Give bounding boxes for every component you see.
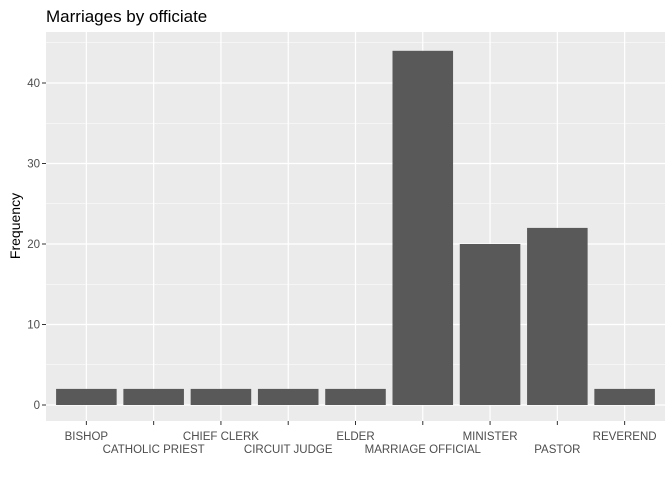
bar <box>325 388 386 405</box>
y-tick-label: 10 <box>27 320 40 332</box>
bar <box>123 388 184 405</box>
bar <box>257 388 319 405</box>
grid-lines <box>46 32 665 421</box>
bar <box>594 388 655 405</box>
x-tick-label: CIRCUIT JUDGE <box>244 444 333 456</box>
bar <box>459 244 521 405</box>
y-tick-label: 0 <box>34 400 40 412</box>
x-tick-label: MINISTER <box>463 431 518 443</box>
x-tick-label: ELDER <box>336 431 374 443</box>
bar <box>190 388 252 405</box>
y-axis: 0 10 20 30 40 <box>27 78 46 412</box>
x-tick-label: CHIEF CLERK <box>183 431 259 443</box>
chart-title: Marriages by officiate <box>46 7 207 26</box>
y-tick-label: 30 <box>27 159 40 171</box>
x-tick-label: MARRIAGE OFFICIAL <box>365 444 482 456</box>
x-tick-label: CATHOLIC PRIEST <box>103 444 205 456</box>
y-axis-label: Frequency <box>7 193 23 259</box>
x-tick-label: BISHOP <box>65 431 109 443</box>
x-tick-label: REVEREND <box>593 431 657 443</box>
bars <box>56 50 655 406</box>
bar <box>527 227 588 405</box>
x-tick-label: PASTOR <box>534 444 580 456</box>
bar <box>56 388 117 405</box>
y-tick-label: 40 <box>27 78 40 90</box>
y-tick-label: 20 <box>27 239 40 251</box>
bar <box>392 50 454 406</box>
